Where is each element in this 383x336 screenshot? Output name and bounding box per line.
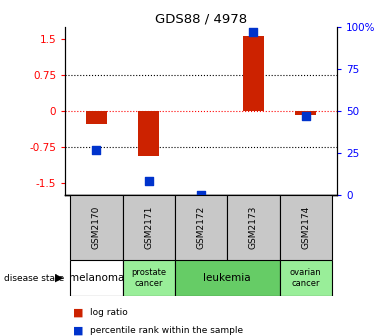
Text: leukemia: leukemia	[203, 273, 251, 283]
Text: prostate
cancer: prostate cancer	[131, 268, 166, 288]
Bar	[123, 195, 175, 260]
Text: GSM2171: GSM2171	[144, 206, 153, 249]
Bar	[280, 260, 332, 296]
Text: GSM2173: GSM2173	[249, 206, 258, 249]
Point	[198, 192, 204, 198]
Point	[250, 29, 257, 35]
Bar	[123, 260, 175, 296]
Title: GDS88 / 4978: GDS88 / 4978	[155, 13, 247, 26]
Text: percentile rank within the sample: percentile rank within the sample	[90, 327, 243, 335]
Bar	[280, 195, 332, 260]
Bar	[175, 260, 280, 296]
Text: ovarian
cancer: ovarian cancer	[290, 268, 321, 288]
Point	[303, 113, 309, 119]
Text: GSM2174: GSM2174	[301, 206, 310, 249]
Bar	[86, 111, 107, 124]
Text: ▶: ▶	[55, 273, 64, 283]
Text: GSM2170: GSM2170	[92, 206, 101, 249]
Text: melanoma: melanoma	[69, 273, 124, 283]
Bar	[70, 195, 123, 260]
Text: ■: ■	[73, 326, 83, 336]
Point	[146, 179, 152, 184]
Bar	[70, 260, 123, 296]
Text: GSM2172: GSM2172	[196, 206, 206, 249]
Text: log ratio: log ratio	[90, 308, 128, 317]
Bar	[295, 111, 316, 115]
Text: disease state: disease state	[4, 274, 64, 283]
Bar	[138, 111, 159, 157]
Text: ■: ■	[73, 307, 83, 318]
Bar	[227, 195, 280, 260]
Bar	[175, 195, 227, 260]
Bar	[243, 37, 264, 111]
Point	[93, 147, 100, 152]
